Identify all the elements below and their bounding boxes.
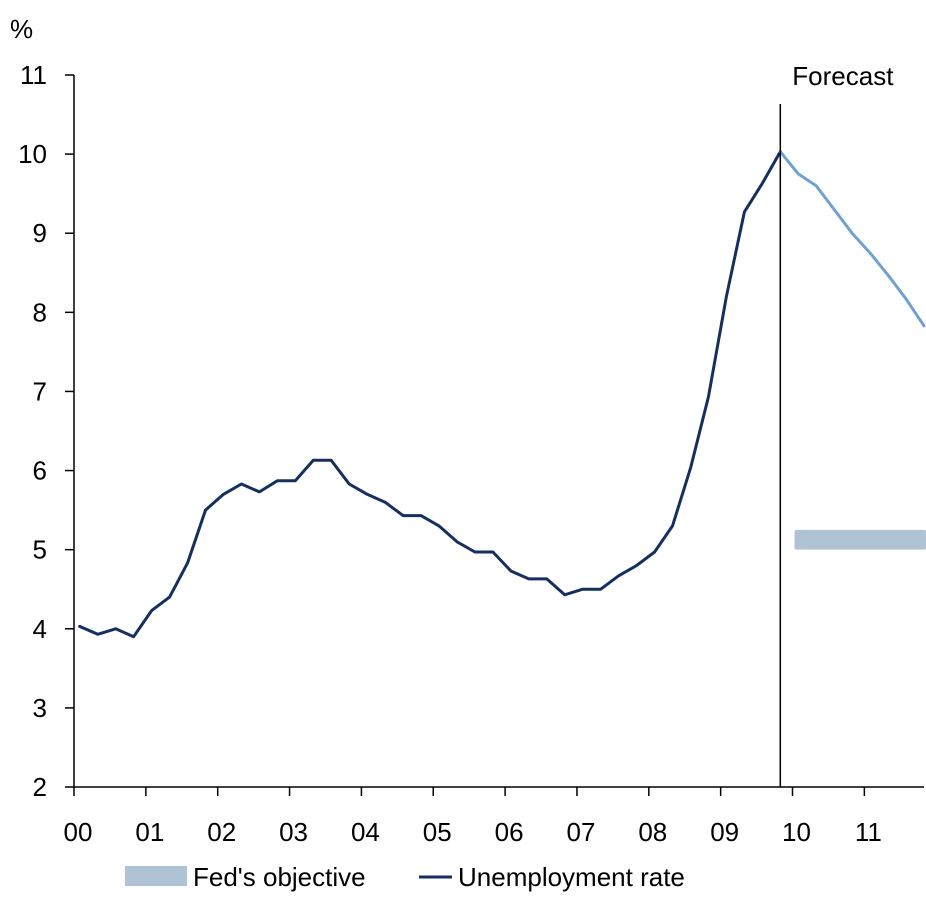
y-tick-label: 11 (20, 60, 47, 90)
y-tick-label: 9 (33, 218, 47, 248)
y-tick-label: 6 (33, 456, 47, 486)
legend: Fed's objective Unemployment rate (125, 862, 685, 892)
x-tick-label: 07 (566, 817, 595, 847)
x-tick-label: 04 (351, 817, 380, 847)
series-line-unemployment-rate (78, 150, 782, 639)
legend-label-unemployment-rate: Unemployment rate (458, 862, 685, 892)
y-tick-label: 3 (33, 693, 47, 723)
x-tick-label: 11 (855, 817, 882, 847)
x-tick-label: 00 (64, 817, 93, 847)
fed-objective-band (794, 529, 926, 550)
x-tick-label: 02 (207, 817, 236, 847)
band-layer (794, 529, 926, 550)
x-tick-label: 08 (638, 817, 667, 847)
legend-label-fed-objective: Fed's objective (193, 862, 366, 892)
forecast-marker: Forecast (779, 61, 894, 787)
y-unit-label: % (10, 14, 33, 44)
y-tick-label: 4 (33, 614, 47, 644)
x-tick-label: 10 (782, 817, 811, 847)
y-tick-label: 2 (33, 772, 47, 802)
x-tick-label: 03 (279, 817, 308, 847)
y-tick-label: 7 (33, 376, 47, 406)
x-tick-label: 06 (495, 817, 524, 847)
x-tick-label: 01 (135, 817, 164, 847)
x-tick-label: 05 (423, 817, 452, 847)
y-axis: 2 3 4 5 6 7 8 9 10 11 (18, 60, 75, 802)
y-tick-label: 5 (33, 535, 47, 565)
series-line-forecast (778, 150, 926, 328)
series-layer (78, 150, 926, 639)
x-tick-label: 09 (710, 817, 739, 847)
y-tick-label: 10 (18, 139, 47, 169)
y-tick-label: 8 (33, 297, 47, 327)
forecast-label: Forecast (792, 61, 894, 91)
x-axis: 00 01 02 03 04 05 06 07 08 09 10 11 (64, 786, 924, 847)
legend-swatch-fed-objective (125, 866, 187, 886)
